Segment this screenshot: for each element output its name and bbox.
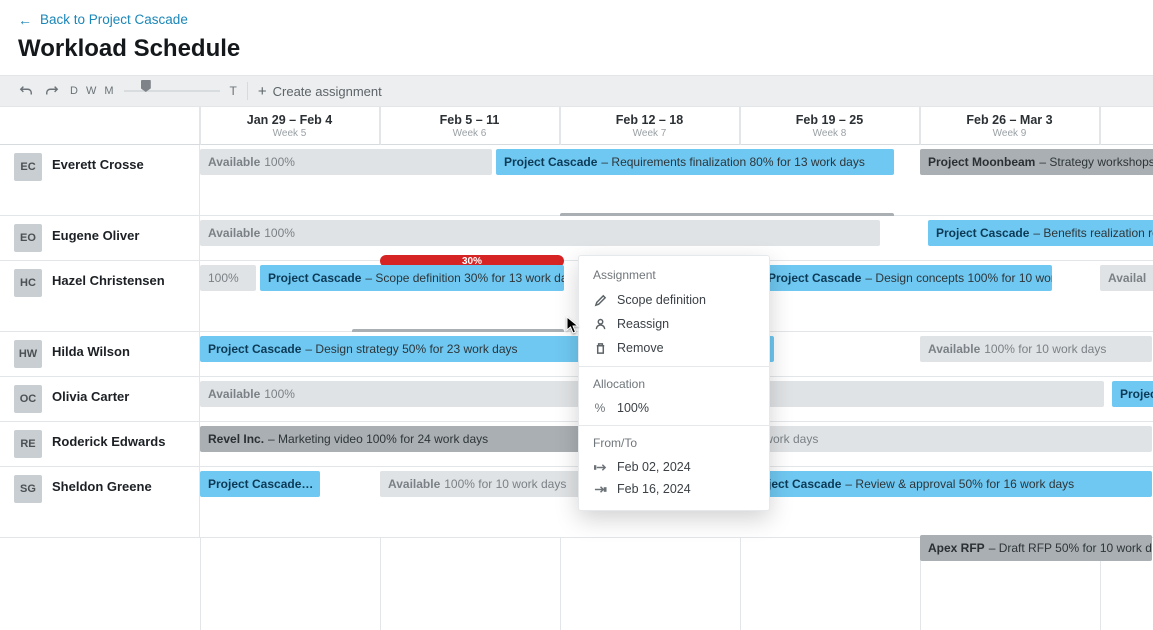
schedule-row: SGSheldon GreeneProject Cascade… Availab…: [0, 467, 1153, 538]
schedule-row: RE Roderick Edwards Revel Inc. – Marketing…: [0, 422, 1153, 467]
scale-day[interactable]: D: [70, 85, 78, 97]
week-header-cell: Feb 19 – 25Week 8: [740, 107, 920, 144]
week-number: Week 9: [993, 128, 1027, 139]
person-name[interactable]: Everett Crosse: [52, 153, 144, 172]
avatar[interactable]: OC: [14, 385, 42, 413]
person-name[interactable]: Hazel Christensen: [52, 269, 165, 288]
week-header: Jan 29 – Feb 4Week 5Feb 5 – 11Week 6Feb …: [0, 107, 1153, 145]
assignment-bar[interactable]: Projec: [1112, 381, 1153, 407]
percent-icon: %: [593, 401, 607, 415]
avatar[interactable]: SG: [14, 475, 42, 503]
week-header-cell: Feb 12 – 18Week 7: [560, 107, 740, 144]
week-range: Feb 26 – Mar 3: [966, 114, 1052, 128]
page-title: Workload Schedule: [0, 31, 1153, 75]
create-assignment-button[interactable]: + Create assignment: [258, 84, 382, 99]
avatar[interactable]: RE: [14, 430, 42, 458]
week-range: Feb 12 – 18: [616, 114, 683, 128]
breadcrumb-link[interactable]: Back to Project Cascade: [40, 12, 188, 27]
assignment-bar[interactable]: Apex RFP – Draft RFP 50% for 10 work day…: [920, 535, 1152, 561]
availability-fragment[interactable]: 100%: [200, 265, 256, 291]
availability-bar[interactable]: Available 100%: [200, 220, 880, 246]
schedule-row: HCHazel Christensen30%100%Project Cascad…: [0, 261, 1153, 332]
create-assignment-label: Create assignment: [273, 84, 382, 99]
availability-bar[interactable]: Availal: [1100, 265, 1153, 291]
avatar[interactable]: HC: [14, 269, 42, 297]
schedule-row: EC Everett Crosse Available 100%Project Ca…: [0, 145, 1153, 216]
popup-allocation-value[interactable]: % 100%: [579, 397, 769, 419]
assignment-bar[interactable]: Project Cascade…: [200, 471, 320, 497]
scale-today[interactable]: T: [230, 84, 237, 98]
assignment-bar[interactable]: Project Cascade – Scope definition 30% f…: [260, 265, 564, 291]
popup-section-assignment: Assignment: [579, 264, 769, 288]
popup-item-remove[interactable]: Remove: [579, 336, 769, 360]
week-range: Feb 5 – 11: [440, 114, 500, 128]
week-number: Week 6: [453, 128, 487, 139]
popup-item-reassign[interactable]: Reassign: [579, 312, 769, 336]
avatar[interactable]: HW: [14, 340, 42, 368]
schedule-row: HWHilda WilsonProject Cascade – Design s…: [0, 332, 1153, 377]
schedule-row: EO Eugene Oliver Available 100% Project Cas…: [0, 216, 1153, 261]
schedule-row: OCOlivia CarterAvailable 100%Projec: [0, 377, 1153, 422]
availability-bar[interactable]: Available 100%: [200, 149, 492, 175]
popup-item-label: Reassign: [617, 317, 669, 331]
plus-icon: +: [258, 84, 267, 99]
week-number: Week 8: [813, 128, 847, 139]
assignment-bar[interactable]: Project Cascade – Review & approval 50% …: [740, 471, 1152, 497]
popup-item-scope-definition[interactable]: Scope definition: [579, 288, 769, 312]
redo-icon[interactable]: [44, 83, 60, 99]
scale-week[interactable]: W: [86, 85, 96, 97]
popup-section-allocation: Allocation: [579, 373, 769, 397]
week-range: Jan 29 – Feb 4: [247, 114, 332, 128]
popup-allocation-pct: 100%: [617, 401, 649, 415]
avatar[interactable]: EC: [14, 153, 42, 181]
popup-from-label: Feb 02, 2024: [617, 460, 691, 474]
person-name[interactable]: Eugene Oliver: [52, 224, 139, 243]
person-icon: [593, 317, 607, 331]
toolbar: D W M T + Create assignment: [0, 75, 1153, 107]
zoom-slider[interactable]: [124, 84, 220, 98]
popup-section-fromto: From/To: [579, 432, 769, 456]
week-number: Week 7: [633, 128, 667, 139]
week-header-cell: Feb 26 – Mar 3Week 9: [920, 107, 1100, 144]
popup-item-label: Scope definition: [617, 293, 706, 307]
assignment-bar[interactable]: Project Cascade – Design concepts 100% f…: [760, 265, 1052, 291]
back-arrow-icon[interactable]: ←: [18, 13, 32, 27]
assignment-popup: Assignment Scope definition Reassign Remov…: [578, 255, 770, 511]
person-name[interactable]: Sheldon Greene: [52, 475, 152, 494]
week-number: Week 5: [273, 128, 307, 139]
assignment-bar[interactable]: Project Cascade – Requirements finalizat…: [496, 149, 894, 175]
avatar[interactable]: EO: [14, 224, 42, 252]
week-header-cell: Jan 29 – Feb 4Week 5: [200, 107, 380, 144]
assignment-bar[interactable]: Project Moonbeam – Strategy workshops 10: [920, 149, 1153, 175]
assignment-bar[interactable]: Revel Inc. – Marketing video 100% for 24…: [200, 426, 598, 452]
popup-from-date[interactable]: Feb 02, 2024: [579, 456, 769, 478]
scale-month[interactable]: M: [104, 85, 113, 97]
popup-item-label: Remove: [617, 341, 664, 355]
availability-bar[interactable]: Available 100% for 10 work days: [920, 336, 1152, 362]
person-name[interactable]: Hilda Wilson: [52, 340, 130, 359]
arrow-start-icon: [593, 463, 607, 472]
week-header-cell: Feb 5 – 11Week 6: [380, 107, 560, 144]
week-range: Feb 19 – 25: [796, 114, 863, 128]
popup-to-date[interactable]: Feb 16, 2024: [579, 478, 769, 500]
person-name[interactable]: Olivia Carter: [52, 385, 129, 404]
trash-icon: [593, 341, 607, 355]
popup-to-label: Feb 16, 2024: [617, 482, 691, 496]
person-name[interactable]: Roderick Edwards: [52, 430, 165, 449]
assignment-bar[interactable]: Project Cascade – Benefits realization r…: [928, 220, 1153, 246]
pencil-icon: [593, 293, 607, 307]
arrow-end-icon: [593, 485, 607, 494]
undo-icon[interactable]: [18, 83, 34, 99]
